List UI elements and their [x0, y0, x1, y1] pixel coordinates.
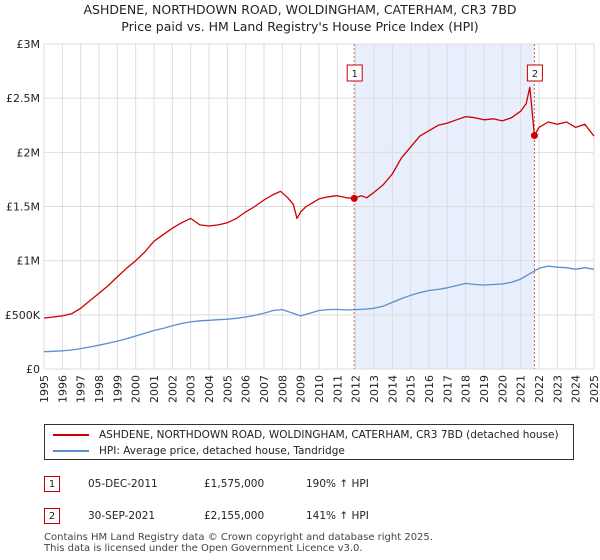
- footer: Contains HM Land Registry data © Crown c…: [44, 532, 433, 554]
- transaction-hpi-change: 141% ↑ HPI: [306, 510, 369, 522]
- y-tick-label: £1M: [17, 255, 41, 268]
- transaction-number-badge: 1: [44, 476, 60, 492]
- x-tick-label: 2002: [166, 375, 179, 403]
- legend-item-property: ASHDENE, NORTHDOWN ROAD, WOLDINGHAM, CAT…: [53, 427, 559, 443]
- x-tick-label: 1999: [111, 375, 124, 403]
- transaction-row: 2 30-SEP-2021 £2,155,000 141% ↑ HPI: [44, 506, 594, 530]
- transaction-price: £2,155,000: [204, 510, 265, 522]
- y-tick-label: £500K: [5, 309, 41, 322]
- property-price-line: [43, 86, 595, 319]
- x-tick-label: 1997: [75, 375, 88, 403]
- x-tick-label: 2007: [258, 375, 271, 403]
- footer-licence: This data is licensed under the Open Gov…: [44, 543, 363, 554]
- y-tick-label: £1.5M: [6, 201, 40, 214]
- hpi-line: [43, 265, 595, 353]
- x-tick-label: 2000: [130, 375, 143, 403]
- legend-label-property: ASHDENE, NORTHDOWN ROAD, WOLDINGHAM, CAT…: [99, 429, 559, 441]
- legend-label-hpi: HPI: Average price, detached house, Tand…: [99, 445, 345, 457]
- x-tick-label: 1998: [93, 375, 106, 403]
- sale-marker-label: 1: [346, 64, 363, 82]
- x-tick-label: 2011: [331, 375, 344, 403]
- chart-title: ASHDENE, NORTHDOWN ROAD, WOLDINGHAM, CAT…: [83, 2, 517, 17]
- footer-copyright: Contains HM Land Registry data © Crown c…: [44, 532, 433, 543]
- transaction-date: 30-SEP-2021: [88, 510, 156, 522]
- x-tick-label: 2008: [276, 375, 289, 403]
- x-tick-label: 2013: [368, 375, 381, 403]
- x-tick-label: 2006: [240, 375, 253, 403]
- sale-marker-number: 2: [532, 69, 538, 80]
- y-tick-label: £3M: [17, 38, 41, 51]
- x-tick-label: 2018: [460, 375, 473, 403]
- x-tick-label: 2017: [441, 375, 454, 403]
- x-tick-label: 1995: [38, 375, 51, 403]
- x-tick-label: 2016: [423, 375, 436, 403]
- x-tick-label: 2003: [185, 375, 198, 403]
- y-tick-label: £2M: [17, 146, 41, 159]
- sale-point: [530, 132, 538, 140]
- transaction-date: 05-DEC-2011: [88, 478, 158, 490]
- transaction-row: 1 05-DEC-2011 £1,575,000 190% ↑ HPI: [44, 474, 594, 498]
- y-tick-label: £2.5M: [6, 92, 40, 105]
- transaction-number-badge: 2: [44, 508, 60, 524]
- legend-swatch-hpi: [53, 450, 89, 452]
- x-tick-label: 2009: [295, 375, 308, 403]
- x-tick-label: 2019: [478, 375, 491, 403]
- sale-marker-box: [346, 64, 363, 82]
- x-tick-label: 2005: [221, 375, 234, 403]
- x-tick-label: 2015: [405, 375, 418, 403]
- x-tick-label: 2021: [515, 375, 528, 403]
- x-tick-label: 2022: [533, 375, 546, 403]
- x-tick-label: 2020: [496, 375, 509, 403]
- x-tick-label: 2014: [386, 375, 399, 403]
- price-chart: £0 £500K £1M £1.5M £2M £2.5M £3M 1995 1996 1997 19…: [5, 38, 600, 403]
- x-tick-label: 2012: [350, 375, 363, 403]
- y-tick-label: £0: [26, 363, 40, 376]
- x-tick-label: 1996: [56, 375, 69, 403]
- sale-marker-box: [526, 64, 543, 82]
- transaction-price: £1,575,000: [204, 478, 265, 490]
- x-tick-label: 2023: [551, 375, 564, 403]
- legend: ASHDENE, NORTHDOWN ROAD, WOLDINGHAM, CAT…: [44, 424, 574, 460]
- x-tick-label: 2024: [570, 375, 583, 403]
- x-tick-label: 2004: [203, 375, 216, 403]
- x-tick-label: 2010: [313, 375, 326, 403]
- x-tick-label: 2025: [588, 375, 600, 403]
- sale-marker-label: 2: [526, 64, 543, 82]
- chart-subtitle: Price paid vs. HM Land Registry's House …: [121, 19, 479, 34]
- sale-marker-number: 1: [352, 69, 358, 80]
- transaction-hpi-change: 190% ↑ HPI: [306, 478, 369, 490]
- sale-point: [350, 194, 358, 202]
- legend-item-hpi: HPI: Average price, detached house, Tand…: [53, 443, 345, 459]
- x-tick-label: 2001: [148, 375, 161, 403]
- legend-swatch-property: [53, 434, 89, 436]
